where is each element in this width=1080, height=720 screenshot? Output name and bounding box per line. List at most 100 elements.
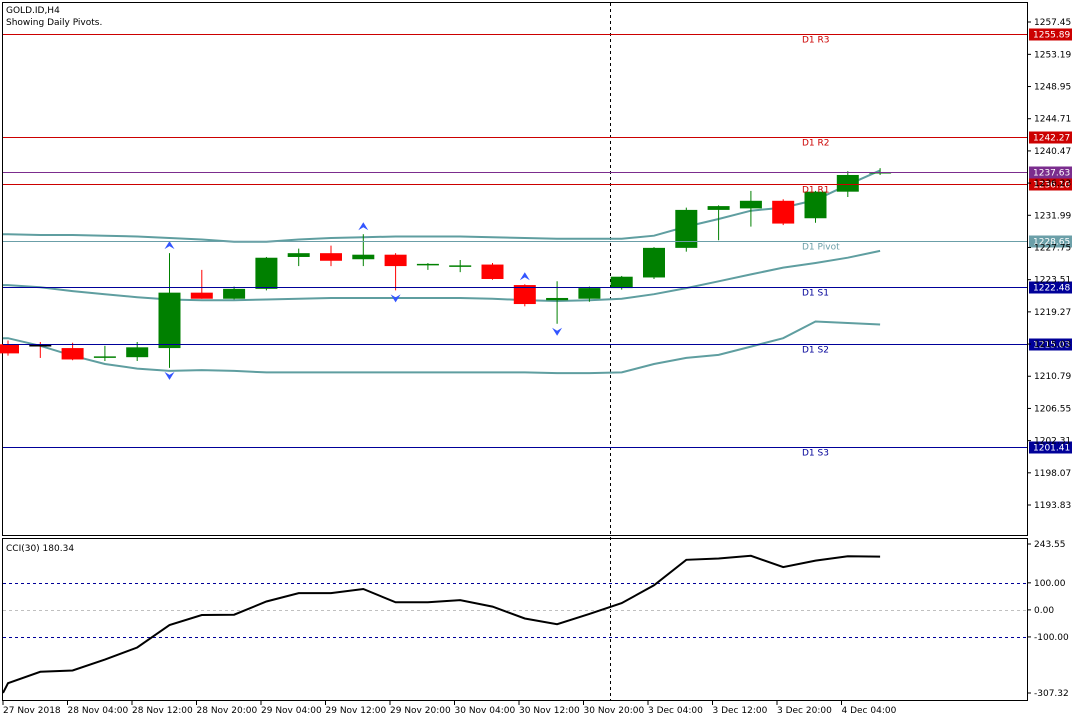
candle[interactable] <box>93 345 116 361</box>
price-axis-label: 1223.51 <box>1034 276 1071 286</box>
fractal-up-marker <box>519 272 530 281</box>
candle[interactable] <box>320 245 342 267</box>
pivot-price-label: 1201.41 <box>1033 444 1070 454</box>
candle[interactable] <box>481 263 504 280</box>
pivot-price-label: 1228.65 <box>1033 238 1070 248</box>
pivot-name-label: D1 S3 <box>802 449 829 459</box>
pivot-price-badge <box>1029 235 1072 248</box>
candle[interactable] <box>126 342 149 361</box>
time-axis-label: 27 Nov 2018 <box>3 706 61 716</box>
pivot-price-badge <box>1029 131 1072 144</box>
candle-body <box>61 348 84 360</box>
candle-body <box>675 209 698 248</box>
fractal-up-marker <box>164 241 175 250</box>
cci-line <box>2 554 881 694</box>
candle-body <box>158 292 181 349</box>
candle[interactable] <box>578 286 601 302</box>
candle[interactable] <box>352 234 375 267</box>
time-axis-label: 3 Dec 12:00 <box>713 706 768 716</box>
pivot-price-label: 1242.27 <box>1033 134 1070 144</box>
cci-axis-label: -307.32 <box>1034 689 1069 699</box>
pivot-name-label: D1 S1 <box>802 289 829 299</box>
candle[interactable] <box>707 205 730 241</box>
cci-axis-label: 100.00 <box>1034 579 1066 589</box>
time-axis-label: 28 Nov 12:00 <box>132 706 193 716</box>
pivot-price-label: 1215.03 <box>1033 341 1070 351</box>
time-axis-label: 30 Nov 04:00 <box>455 706 516 716</box>
candle-body <box>384 254 407 267</box>
pivot-name-label: D1 S2 <box>802 346 829 356</box>
cci-frame <box>2 538 1028 701</box>
pivot-price-label: 1236.10 <box>1033 181 1070 191</box>
candle[interactable] <box>287 248 310 267</box>
candle-body <box>320 253 342 261</box>
pivot-price-label: 1255.89 <box>1033 31 1070 41</box>
price-axis-label: 1253.19 <box>1034 50 1071 60</box>
candle[interactable] <box>643 247 665 279</box>
candle[interactable] <box>739 190 762 227</box>
cci-axis-label: 0.00 <box>1034 606 1054 616</box>
pivot-name-label: D1 Pivot <box>802 243 840 253</box>
candle[interactable] <box>416 263 439 270</box>
time-axis-label: 4 Dec 04:00 <box>842 706 897 716</box>
candle[interactable] <box>675 207 698 252</box>
symbol-title: GOLD.ID,H4 <box>6 6 60 16</box>
cci-title: CCI(30) 180.34 <box>6 544 74 554</box>
time-axis-label: 28 Nov 20:00 <box>197 706 258 716</box>
price-axis-label: 1210.79 <box>1034 372 1071 382</box>
time-axis-label: 28 Nov 04:00 <box>68 706 129 716</box>
time-axis-label: 30 Nov 12:00 <box>519 706 580 716</box>
price-axis-label: 1215.03 <box>1034 340 1071 350</box>
candle-body <box>287 253 310 257</box>
candle-body <box>352 254 375 260</box>
candle-body <box>190 292 213 299</box>
pivot-price-badge <box>1029 28 1072 41</box>
fractal-down-marker <box>164 371 175 380</box>
candle-body <box>223 288 246 299</box>
fractal-down-marker <box>552 327 563 336</box>
pivot-name-label: D1 R3 <box>802 36 830 46</box>
candle-body <box>481 264 504 279</box>
candle-body <box>836 174 859 192</box>
pivot-price-label: 1222.48 <box>1033 284 1070 294</box>
pivot-price-badge <box>1029 281 1072 294</box>
band-lower-line <box>3 320 881 375</box>
fractal-down-marker <box>390 294 401 303</box>
candle[interactable] <box>384 253 407 291</box>
time-axis-label: 29 Nov 20:00 <box>390 706 451 716</box>
candle-body <box>643 247 665 278</box>
cci-axis-label: 243.55 <box>1034 540 1066 550</box>
time-axis-label: 3 Dec 04:00 <box>648 706 703 716</box>
band-upper-line <box>3 169 881 243</box>
price-axis-label: 1193.83 <box>1034 501 1071 511</box>
time-axis-label: 3 Dec 20:00 <box>777 706 832 716</box>
candle[interactable] <box>223 286 246 300</box>
price-axis-label: 1248.95 <box>1034 83 1071 93</box>
candle[interactable] <box>61 342 84 361</box>
candle[interactable] <box>772 199 795 226</box>
price-axis-label: 1198.07 <box>1034 469 1071 479</box>
price-axis-label: 1202.31 <box>1034 437 1071 447</box>
current-price-label: 1237.63 <box>1033 169 1070 179</box>
candle[interactable] <box>255 256 278 291</box>
candle[interactable] <box>190 269 213 299</box>
candle[interactable] <box>546 281 569 324</box>
candle[interactable] <box>0 340 19 356</box>
price-axis-label: 1219.27 <box>1034 308 1071 318</box>
candle-body <box>513 285 536 305</box>
candle-body <box>610 276 633 289</box>
candle-body <box>707 206 730 210</box>
price-axis-label: 1236.23 <box>1034 179 1071 189</box>
candle-body <box>126 347 149 358</box>
candle-body <box>546 297 569 301</box>
price-axis-label: 1206.55 <box>1034 404 1071 414</box>
candle-body <box>772 200 795 224</box>
candle[interactable] <box>804 190 827 223</box>
candle-body <box>578 288 601 299</box>
band-middle-line <box>3 249 881 303</box>
price-axis-label: 1240.47 <box>1034 147 1071 157</box>
time-axis-label: 29 Nov 04:00 <box>261 706 322 716</box>
candle[interactable] <box>158 253 181 368</box>
candle[interactable] <box>449 260 472 273</box>
